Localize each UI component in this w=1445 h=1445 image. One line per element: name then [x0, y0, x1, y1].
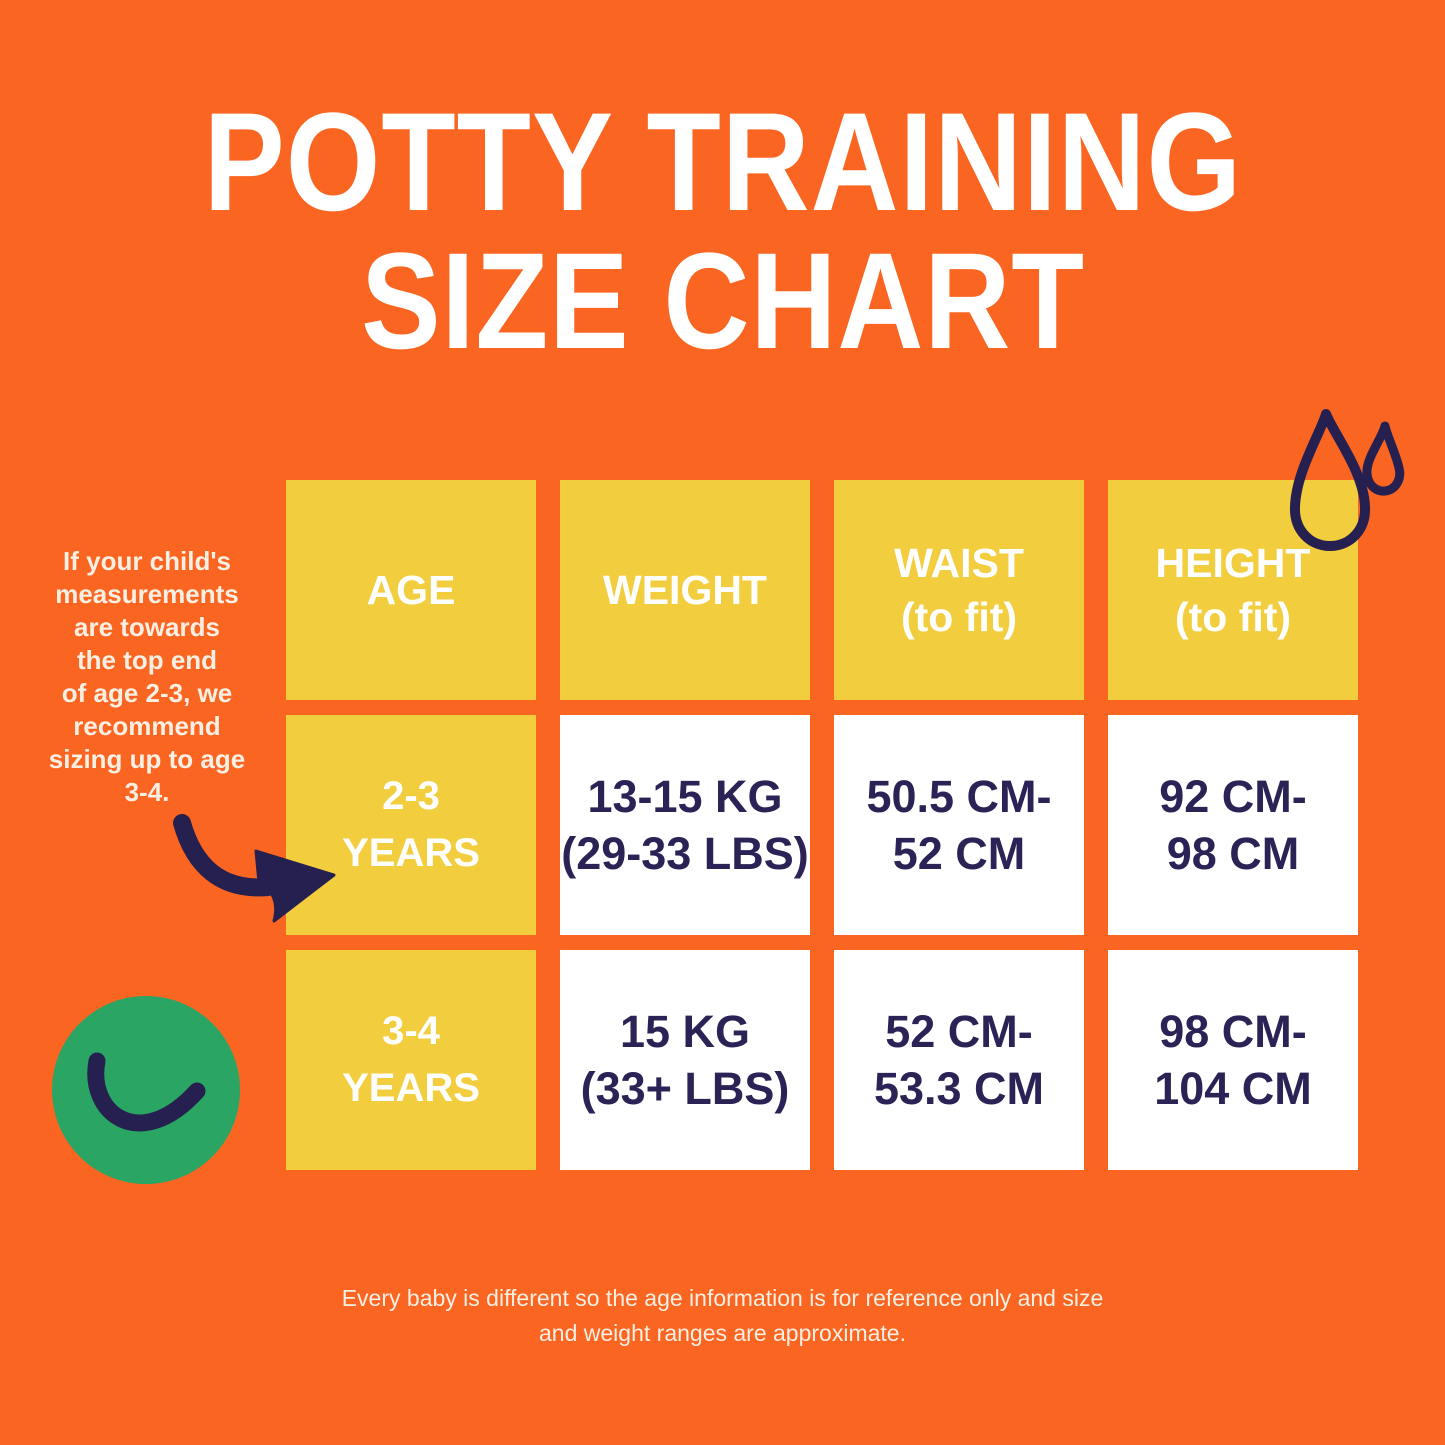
size-chart-table: AGE WEIGHT WAIST (to fit) HEIGHT (to fit… — [286, 480, 1358, 1170]
header-cell-age: AGE — [286, 480, 536, 700]
water-droplets-icon — [1290, 409, 1405, 551]
table-row-2-waist: 52 CM- 53.3 CM — [834, 950, 1084, 1170]
header-cell-waist: WAIST (to fit) — [834, 480, 1084, 700]
smiley-face-icon — [52, 996, 240, 1184]
curved-arrow-icon — [173, 814, 336, 923]
page-title-line2: SIZE CHART — [360, 225, 1085, 378]
table-row-1-age: 2-3 YEARS — [286, 715, 536, 935]
table-row-1-height: 92 CM- 98 CM — [1108, 715, 1358, 935]
header-cell-height: HEIGHT (to fit) — [1108, 480, 1358, 700]
table-row-1-weight: 13-15 KG (29-33 LBS) — [560, 715, 810, 935]
page-title-line1: POTTY TRAINING — [203, 83, 1242, 240]
header-cell-weight: WEIGHT — [560, 480, 810, 700]
table-row-2-height: 98 CM- 104 CM — [1108, 950, 1358, 1170]
sizing-up-note: If your child's measurements are towards… — [48, 546, 246, 808]
table-row-1-waist: 50.5 CM- 52 CM — [834, 715, 1084, 935]
table-row-2-age: 3-4 YEARS — [286, 950, 536, 1170]
page-title: POTTY TRAINING SIZE CHART — [0, 83, 1445, 378]
table-row-2-weight: 15 KG (33+ LBS) — [560, 950, 810, 1170]
disclaimer-note: Every baby is different so the age infor… — [341, 1285, 1104, 1346]
smile-curve-icon — [87, 1052, 206, 1132]
